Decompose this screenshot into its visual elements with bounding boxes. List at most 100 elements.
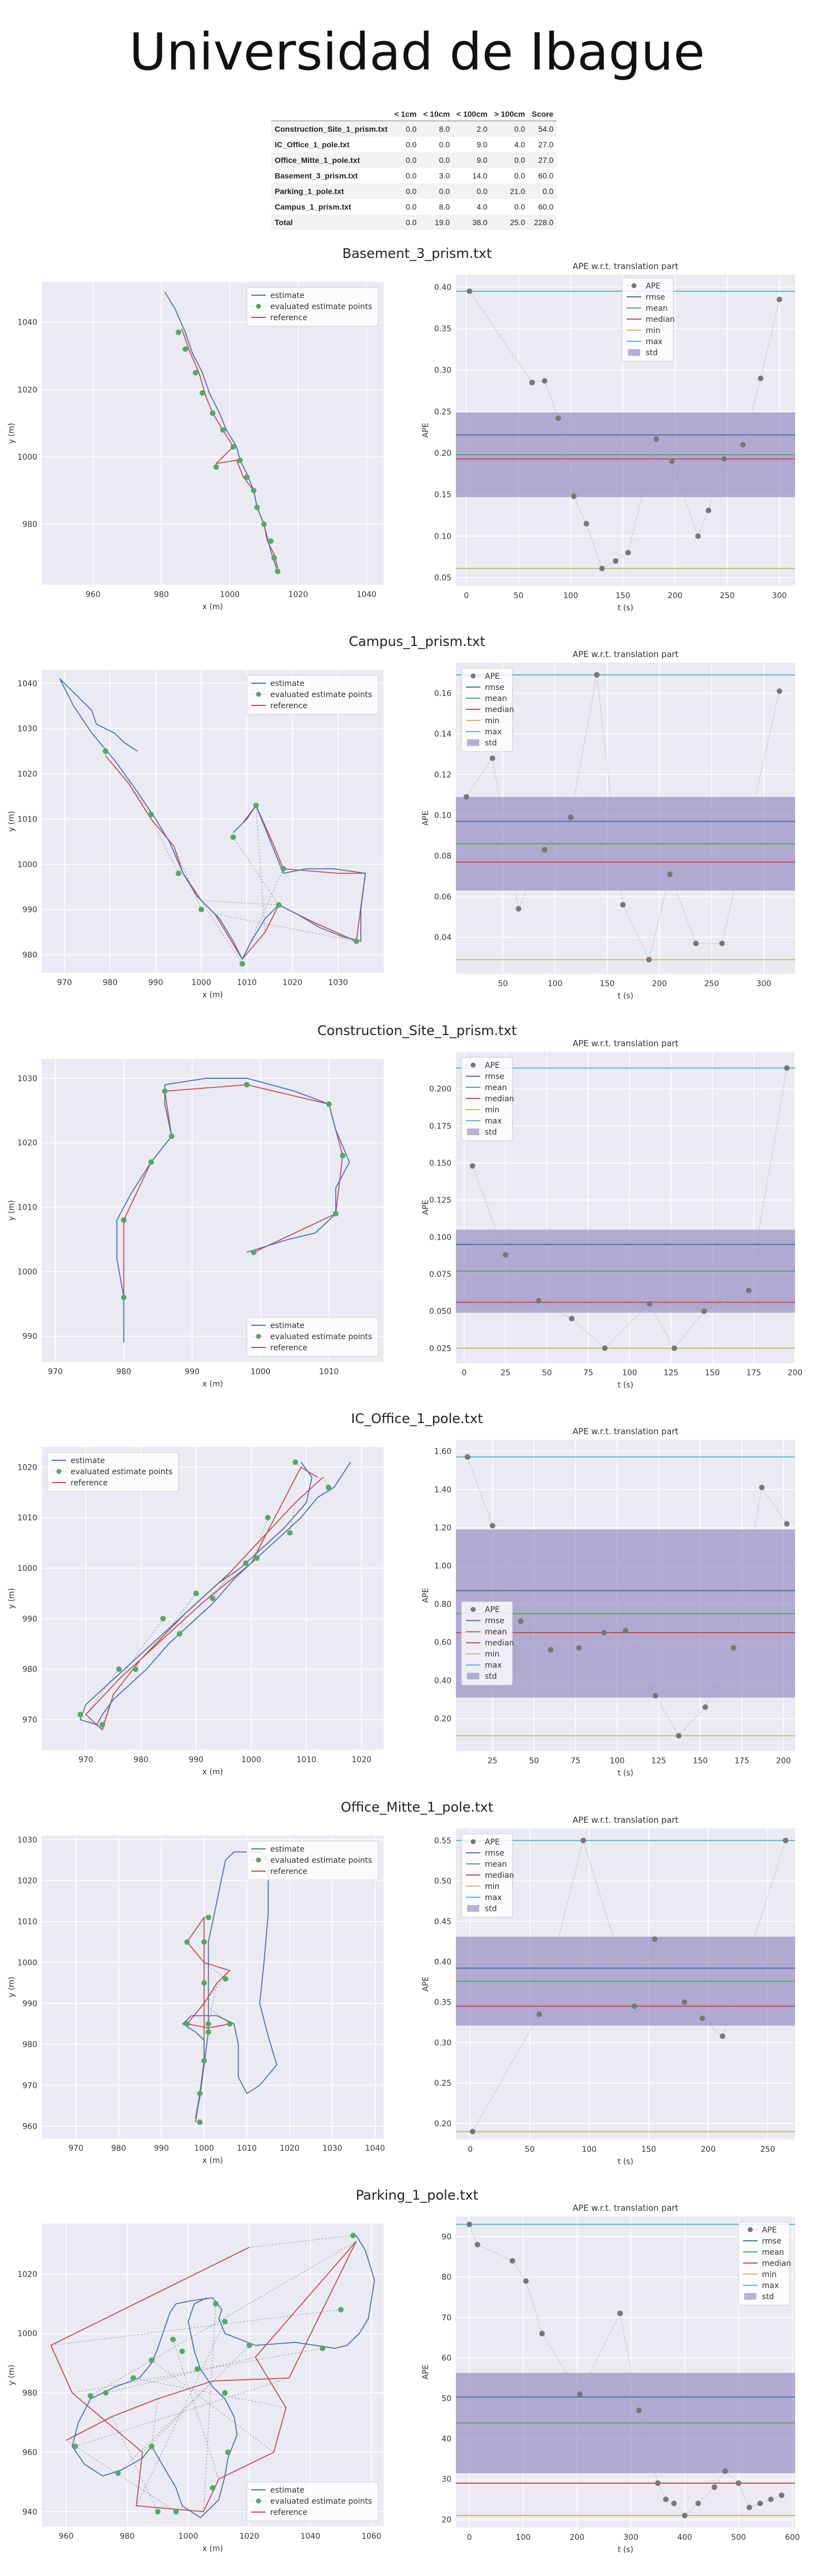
column-header: > 100cm: [490, 107, 529, 121]
x-tick-label: 50: [525, 2145, 535, 2154]
plot-background: [42, 282, 384, 585]
ape-point: [602, 1345, 608, 1351]
x-tick-label: 250: [760, 2145, 775, 2154]
ape-point: [571, 493, 577, 499]
x-tick-label: 200: [788, 1369, 803, 1377]
y-tick-label: 990: [22, 906, 37, 914]
legend-label: median: [485, 1871, 514, 1880]
y-tick-label: 1020: [17, 1139, 37, 1148]
x-tick-label: 1030: [322, 2144, 342, 2153]
x-tick-label: 0: [461, 1369, 466, 1377]
ape-plot-title: APE w.r.t. translation part: [573, 2203, 678, 2213]
table-cell: 0.0: [391, 183, 420, 199]
score-table: < 1cm < 10cm < 100cm > 100cm Score Construct…: [271, 107, 557, 230]
x-tick-label: 150: [641, 2145, 656, 2154]
x-axis-label: t (s): [618, 1381, 633, 1390]
table-cell: Basement_3_prism.txt: [275, 171, 358, 180]
y-tick-label: 0.15: [434, 491, 451, 500]
legend-label: mean: [485, 1083, 507, 1092]
evaluated-point: [176, 1631, 182, 1637]
section-title: IC_Office_1_pole.txt: [351, 1411, 483, 1426]
ape-point: [701, 1308, 707, 1314]
legend-label: reference: [270, 314, 307, 322]
x-tick-label: 50: [542, 1369, 552, 1377]
legend-label: APE: [485, 1838, 500, 1847]
x-tick-label: 1000: [178, 2532, 198, 2541]
y-tick-label: 1010: [17, 1514, 37, 1523]
y-tick-label: 20: [441, 2515, 451, 2524]
y-tick-label: 940: [22, 2508, 37, 2517]
table-row: Total 0.0 19.0 38.0 25.0 228.0: [271, 215, 557, 230]
x-axis-label: t (s): [618, 2545, 633, 2554]
y-tick-label: 0.40: [434, 1958, 451, 1967]
error-connector: [75, 2378, 289, 2447]
evaluated-point: [230, 444, 236, 450]
evaluated-point: [205, 2029, 211, 2035]
error-connector: [249, 2235, 354, 2248]
y-tick-label: 0.20: [434, 449, 451, 458]
ape-point: [776, 296, 782, 302]
x-tick-label: 175: [734, 1757, 749, 1766]
y-tick-label: 0.35: [434, 325, 451, 334]
error-connector: [172, 2339, 219, 2479]
evaluated-point: [222, 2319, 228, 2325]
legend-box: [461, 1057, 513, 1141]
legend-label: min: [485, 1650, 499, 1659]
table-cell: 0.0: [405, 202, 417, 211]
ape-point: [646, 957, 652, 963]
legend-label: min: [485, 717, 499, 725]
table-cell: 0.0: [514, 171, 525, 180]
x-tick-label: 125: [651, 1757, 666, 1766]
evaluated-point: [195, 2366, 201, 2372]
error-connector: [136, 2321, 225, 2506]
evaluated-point: [121, 1217, 127, 1223]
score-table-body: Construction_Site_1_prism.txt 0.0 8.0 2.0 0.…: [271, 121, 557, 230]
legend-label: estimate: [270, 2486, 305, 2495]
table-cell: Parking_1_pole.txt: [271, 183, 391, 199]
x-tick-label: 1020: [240, 2532, 260, 2541]
ape-point: [503, 1252, 509, 1258]
x-axis-label: x (m): [202, 2156, 223, 2165]
ape-point: [682, 2513, 688, 2519]
error-connector: [151, 2360, 274, 2453]
legend-box: [246, 1841, 379, 1881]
y-tick-label: 1000: [17, 1268, 37, 1277]
legend-swatch: [470, 1839, 476, 1844]
y-tick-label: 0.200: [429, 1085, 451, 1094]
legend: APE rmse mean median min max std: [738, 2221, 791, 2306]
ape-point: [569, 1316, 575, 1321]
ape-plot-title: APE w.r.t. translation part: [573, 1038, 678, 1048]
evaluated-point: [350, 2232, 356, 2239]
y-tick-label: 1000: [17, 1564, 37, 1573]
ape-point: [693, 941, 699, 947]
estimate-line: [164, 291, 279, 572]
x-tick-label: 1040: [365, 2144, 385, 2153]
ape-point: [542, 847, 548, 853]
y-tick-label: 1030: [17, 1836, 37, 1844]
y-axis-label: y (m): [7, 423, 16, 444]
x-tick-label: 1060: [361, 2532, 381, 2541]
legend-label: max: [485, 1661, 502, 1670]
table-cell: 19.0: [420, 215, 454, 230]
table-cell: 0.0: [439, 140, 450, 149]
x-tick-label: 1000: [241, 1756, 261, 1764]
legend-swatch: [628, 349, 641, 356]
reference-line: [50, 2241, 357, 2513]
y-axis-label: APE: [421, 811, 430, 826]
y-tick-label: 0.150: [429, 1159, 451, 1168]
evaluated-point: [338, 2306, 344, 2313]
ape-point: [757, 2500, 763, 2507]
evaluated-point: [201, 2058, 207, 2064]
table-cell: 0.0: [420, 152, 454, 168]
table-cell: 0.0: [514, 202, 525, 211]
error-connector: [118, 1618, 163, 1680]
legend-label: reference: [270, 1867, 307, 1876]
y-axis-label: APE: [421, 1200, 430, 1215]
ape-plot: 0 50 100 150 200 250 0.20 0.25 0.30 0.35 0.40 0.45 0…: [421, 1815, 795, 2166]
ape-point: [577, 2391, 583, 2397]
evaluated-point: [205, 1914, 211, 1921]
x-tick-label: 100: [563, 591, 578, 600]
table-cell: 8.0: [420, 121, 454, 137]
ape-point: [474, 2241, 480, 2247]
ape-point: [580, 1837, 587, 1843]
